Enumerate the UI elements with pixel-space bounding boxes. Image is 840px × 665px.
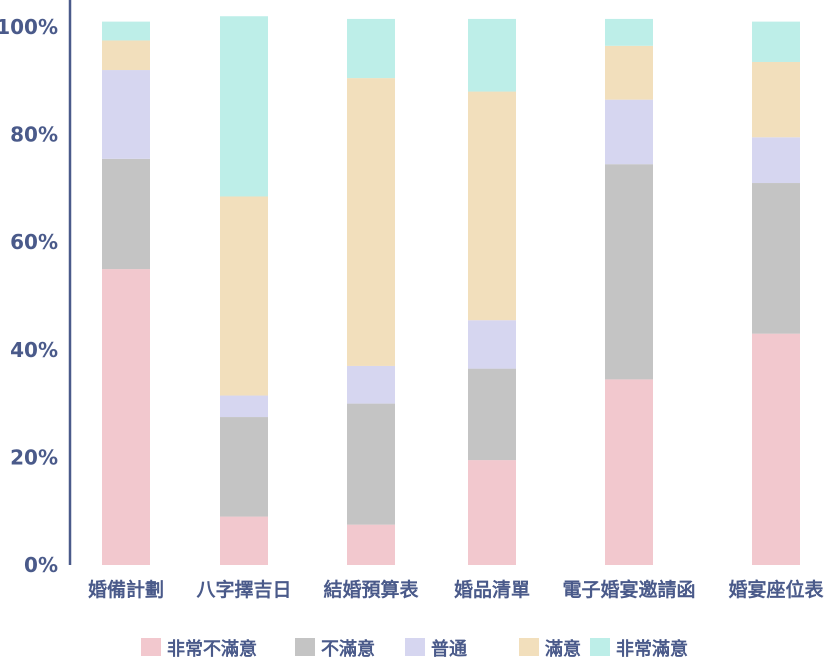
x-category-label: 電子婚宴邀請函 (562, 578, 695, 601)
bar-segment (220, 417, 268, 517)
legend: 非常不滿意 不滿意 普通 滿意 非常滿意 (141, 638, 688, 660)
bar-segment (347, 404, 395, 525)
x-category-label: 婚備計劃 (88, 578, 164, 601)
bar-segment (102, 70, 150, 159)
x-category-label: 結婚預算表 (323, 578, 419, 601)
legend-swatch (141, 638, 161, 656)
bar-segment (347, 78, 395, 366)
bar-segment (220, 517, 268, 565)
y-tick-label: 60% (10, 230, 58, 254)
bar-segment (220, 196, 268, 395)
bar-segment (220, 396, 268, 418)
legend-swatch (295, 638, 315, 656)
legend-label: 普通 (431, 638, 467, 660)
y-tick-label: 40% (10, 338, 58, 362)
legend-swatch (519, 638, 539, 656)
bars-layer (102, 16, 800, 565)
legend-swatch (590, 638, 610, 656)
bar-segment (605, 164, 653, 379)
x-category-label: 八字擇吉日 (196, 578, 291, 601)
y-tick-label: 100% (0, 15, 58, 39)
bar-segment (468, 460, 516, 565)
y-tick-label: 20% (10, 445, 58, 469)
bar-segment (752, 334, 800, 565)
y-tick-labels: 0% 20% 40% 60% 80% 100% (0, 15, 58, 577)
bar-segment (102, 269, 150, 565)
bar-segment (347, 19, 395, 78)
bar-segment (752, 22, 800, 62)
bar-segment (605, 46, 653, 100)
legend-label: 非常滿意 (616, 638, 688, 660)
bar-segment (347, 366, 395, 404)
bar-segment (102, 40, 150, 70)
legend-swatch (405, 638, 425, 656)
bar-segment (347, 525, 395, 565)
bar-segment (468, 369, 516, 460)
bar-segment (752, 137, 800, 183)
legend-label: 非常不滿意 (167, 638, 257, 660)
bar-segment (102, 22, 150, 41)
bar-segment (605, 379, 653, 565)
bar-segment (220, 16, 268, 196)
bar-segment (468, 19, 516, 92)
x-category-labels: 婚備計劃 八字擇吉日 結婚預算表 婚品清單 電子婚宴邀請函 婚宴座位表 (88, 578, 825, 601)
bar-segment (102, 159, 150, 269)
bar-segment (752, 183, 800, 334)
x-category-label: 婚品清單 (454, 578, 530, 601)
bar-segment (605, 100, 653, 165)
bar-segment (605, 19, 653, 46)
y-tick-label: 80% (10, 123, 58, 147)
legend-label: 不滿意 (321, 638, 375, 660)
bar-segment (468, 92, 516, 321)
legend-label: 滿意 (545, 638, 581, 660)
bar-segment (468, 320, 516, 368)
y-tick-label: 0% (24, 553, 58, 577)
x-category-label: 婚宴座位表 (728, 578, 824, 601)
bar-segment (752, 62, 800, 137)
